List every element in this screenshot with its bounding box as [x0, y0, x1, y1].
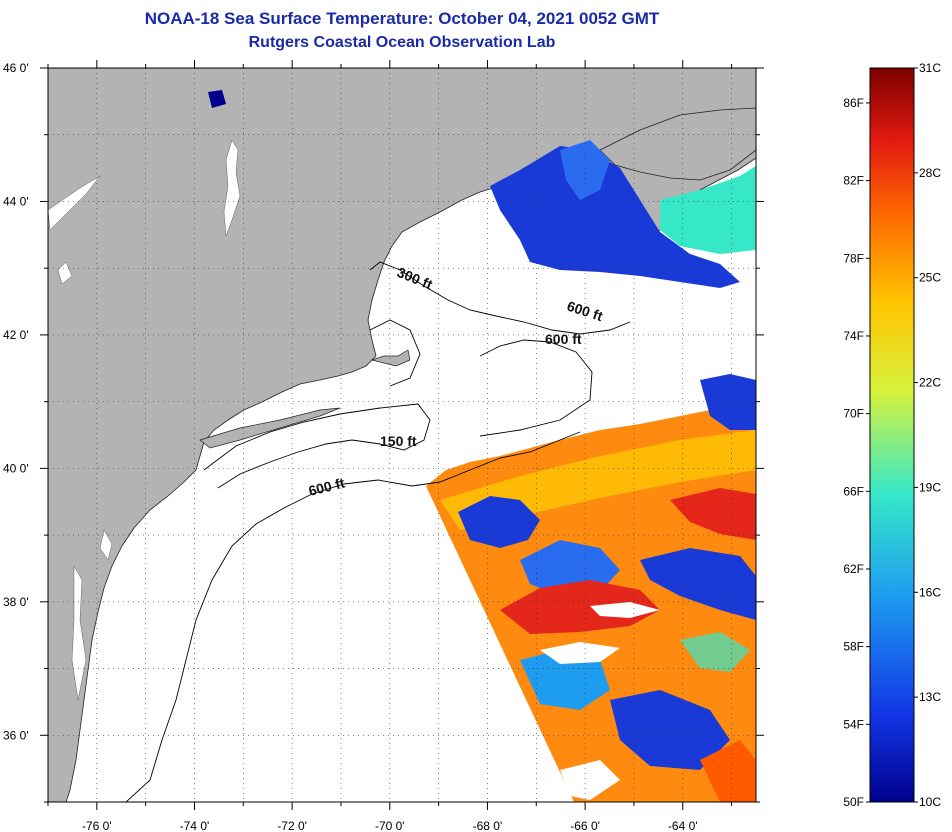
graticule [48, 68, 756, 802]
lon-label: -72 0' [277, 819, 307, 832]
lon-label: -66 0' [570, 819, 600, 832]
contour-label: 600 ft [545, 331, 582, 347]
lon-label: -64 0' [668, 819, 698, 832]
celsius-label: 31C [919, 61, 941, 75]
lon-label: -70 0' [375, 819, 405, 832]
fahrenheit-label: 58F [843, 640, 864, 654]
gulf-of-maine-sst [208, 90, 756, 288]
fahrenheit-label: 70F [843, 407, 864, 421]
lat-label: 42 0' [3, 328, 29, 342]
map-axes: 46 0' 44 0' 42 0' 40 0' 38 0' 36 0' -76 0' -74 … [3, 60, 764, 832]
land-area-east [599, 107, 756, 181]
celsius-label: 19C [919, 480, 941, 494]
lat-label: 44 0' [3, 194, 29, 208]
contour-label: 150 ft [380, 433, 417, 449]
colorbar-ramp [869, 67, 915, 803]
fahrenheit-label: 54F [843, 717, 864, 731]
map-subtitle: Rutgers Coastal Ocean Observation Lab [248, 34, 556, 51]
fahrenheit-scale: 86F 82F 78F 74F 70F 66F 62F 58F 54F 50F [843, 96, 870, 809]
fahrenheit-label: 50F [843, 795, 864, 809]
fahrenheit-label: 66F [843, 484, 864, 498]
lakes [48, 139, 241, 701]
fahrenheit-label: 78F [843, 251, 864, 265]
celsius-label: 28C [919, 166, 941, 180]
land-long-island [199, 407, 341, 449]
lat-label: 36 0' [3, 728, 29, 742]
celsius-label: 25C [919, 271, 941, 285]
celsius-label: 13C [919, 690, 941, 704]
lat-label: 40 0' [3, 461, 29, 475]
celsius-label: 22C [919, 376, 941, 390]
fahrenheit-label: 86F [843, 96, 864, 110]
temperature-colorbar: 86F 82F 78F 74F 70F 66F 62F 58F 54F 50F 31C 28C 25C… [843, 61, 941, 809]
land-cape-cod [370, 349, 411, 367]
fahrenheit-label: 74F [843, 329, 864, 343]
lon-label: -68 0' [473, 819, 503, 832]
lat-label: 38 0' [3, 595, 29, 609]
fahrenheit-label: 82F [843, 174, 864, 188]
celsius-label: 16C [919, 585, 941, 599]
celsius-label: 10C [919, 795, 941, 809]
lon-label: -76 0' [82, 819, 112, 832]
map-title: NOAA-18 Sea Surface Temperature: October… [144, 9, 660, 28]
celsius-scale: 31C 28C 25C 22C 19C 16C 13C 10C [914, 61, 941, 809]
lat-label: 46 0' [3, 61, 29, 75]
lon-label: -74 0' [180, 819, 210, 832]
fahrenheit-label: 62F [843, 562, 864, 576]
